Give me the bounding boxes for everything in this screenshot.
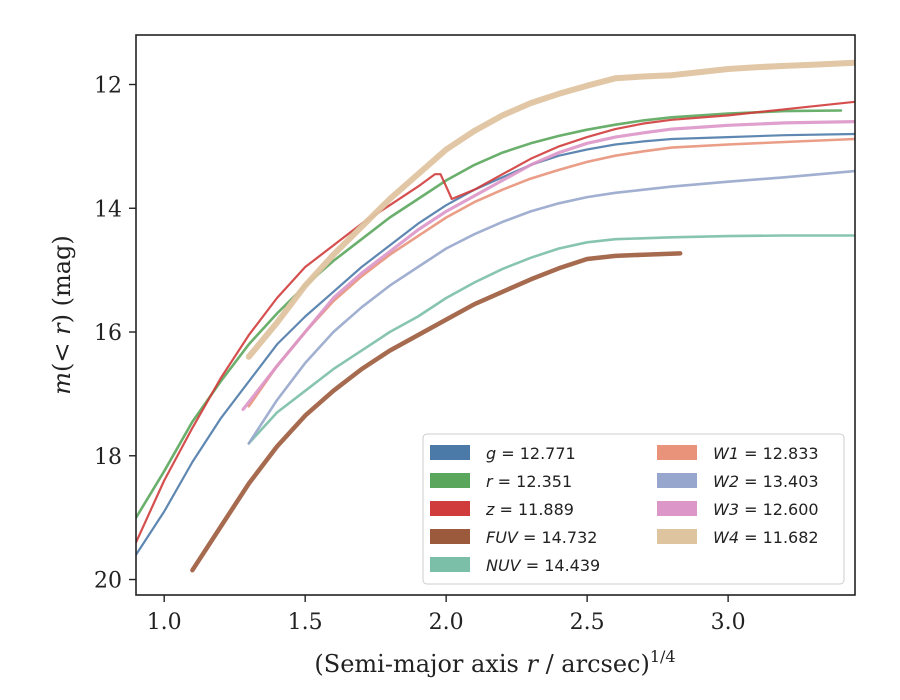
legend-label: W2 = 13.403 [713,472,819,491]
series-line-w4 [245,59,855,360]
x-tick-label: 2.0 [429,610,464,635]
legend-label: W3 = 12.600 [713,500,819,519]
legend-swatch [430,445,470,460]
legend-swatch [430,501,470,516]
series-line-g [136,132,855,556]
legend-label: W4 = 11.682 [713,528,819,547]
legend: g = 12.771 r = 12.351 z = 11.889 FUV = 14.7… [422,433,845,585]
legend-entry-fuv: FUV = 14.732 [430,528,597,547]
legend-label: r = 12.351 [486,472,572,491]
legend-label: FUV = 14.732 [486,528,597,547]
legend-label: g = 12.771 [486,444,576,463]
plot-area [136,59,855,573]
y-tick-label: 12 [94,74,122,99]
legend-entry-z: z = 11.889 [430,500,574,519]
legend-box [422,433,845,585]
axes-frame [135,34,856,596]
series-line-w3 [241,120,855,411]
y-axis: 12 14 16 18 20 [94,74,136,594]
y-tick-label: 14 [94,197,122,222]
series-line-w1 [247,137,855,408]
legend-swatch [430,529,470,544]
y-axis-label: m(< r) (mag) [48,235,76,395]
legend-label: NUV = 14.439 [486,556,600,575]
series-line-w2 [247,169,855,445]
legend-swatch [657,529,697,544]
legend-swatch [657,445,697,460]
legend-label: W1 = 12.833 [713,444,819,463]
legend-swatch [657,501,697,516]
y-tick-label: 18 [94,445,122,470]
y-tick-label: 16 [94,321,122,346]
legend-label: z = 11.889 [485,500,574,519]
x-tick-label: 3.0 [711,610,746,635]
legend-entry-g: g = 12.771 [430,444,576,463]
x-tick-label: 1.0 [147,610,182,635]
series-line-nuv [247,234,855,445]
legend-entry-w1: W1 = 12.833 [657,444,819,463]
legend-entry-r: r = 12.351 [430,472,572,491]
series-line-r [136,109,843,519]
x-tick-label: 2.5 [570,610,605,635]
legend-swatch [430,557,470,572]
x-axis-label: (Semi-major axis r / arcsec)1/4 [314,647,675,678]
legend-entry-w2: W2 = 13.403 [657,472,819,491]
legend-swatch [657,473,697,488]
legend-entry-w4: W4 = 11.682 [657,528,819,547]
legend-entry-nuv: NUV = 14.439 [430,556,600,575]
legend-entry-w3: W3 = 12.600 [657,500,819,519]
x-axis: 1.0 1.5 2.0 2.5 3.0 [147,595,746,635]
legend-swatch [430,473,470,488]
series-line-fuv [190,251,683,573]
y-tick-label: 20 [94,569,122,594]
x-tick-label: 1.5 [288,610,323,635]
series-line-z [136,100,855,544]
